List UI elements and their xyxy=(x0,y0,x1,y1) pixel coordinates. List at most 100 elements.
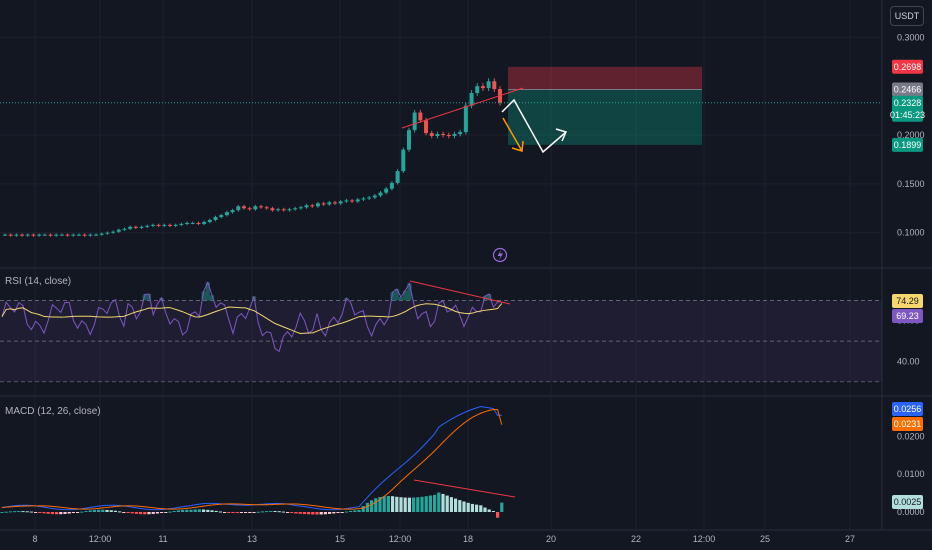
candle-body xyxy=(31,234,36,236)
macd-histogram-bar xyxy=(445,495,449,512)
candle-body xyxy=(241,206,246,209)
price-tick-label: 0.1000 xyxy=(897,228,925,238)
candle-body xyxy=(429,133,434,136)
macd-histogram-bar xyxy=(84,510,88,512)
lightning-icon xyxy=(497,250,503,260)
macd-histogram-bar xyxy=(294,512,298,514)
macd-histogram-bar xyxy=(491,511,495,513)
time-axis-label: 22 xyxy=(631,534,641,544)
countdown-badge: 01:45:23 xyxy=(890,110,925,120)
macd-histogram-bar xyxy=(227,512,231,513)
candle-body xyxy=(25,234,30,236)
currency-button[interactable]: USDT xyxy=(890,6,924,26)
candle-body xyxy=(435,134,440,136)
macd-histogram-bar xyxy=(248,512,252,513)
candle-body xyxy=(247,208,252,210)
candle-body xyxy=(128,226,133,229)
time-axis-label: 12:00 xyxy=(389,534,412,544)
price-trendline xyxy=(401,87,524,129)
macd-histogram-bar xyxy=(273,510,277,512)
macd-histogram-bar xyxy=(59,512,63,515)
candle-body xyxy=(310,205,315,207)
macd-histogram-bar xyxy=(260,511,264,513)
macd-histogram-bar xyxy=(391,496,395,512)
macd-histogram-bar xyxy=(357,509,361,512)
macd-histogram-bar xyxy=(8,511,12,513)
rsi-divergence-line xyxy=(409,280,511,305)
candle-body xyxy=(213,217,218,220)
macd-histogram-bar xyxy=(424,496,428,512)
macd-histogram-bar xyxy=(155,512,159,514)
candle-body xyxy=(99,233,104,235)
macd-histogram-bar xyxy=(319,512,323,515)
macd-histogram-bar xyxy=(328,512,332,514)
macd-histogram-bar xyxy=(67,512,71,514)
macd-histogram-bar xyxy=(176,510,180,512)
candle-body xyxy=(304,205,309,208)
macd-histogram-bar xyxy=(407,497,411,512)
target-badge: 0.1899 xyxy=(894,140,922,150)
time-axis-label: 13 xyxy=(247,534,257,544)
macd-histogram-bar xyxy=(302,512,306,515)
macd-histogram-bar xyxy=(164,512,168,513)
rsi-badge-bg xyxy=(892,309,923,323)
projection-arrowhead xyxy=(555,128,568,142)
macd-histogram-bar xyxy=(340,512,344,513)
time-axis-label: 18 xyxy=(463,534,473,544)
macd-histogram-bar xyxy=(420,496,424,512)
macd-histogram-bar xyxy=(311,512,315,515)
candle-body xyxy=(463,105,468,133)
candle-body xyxy=(355,199,360,202)
macd-histogram-bar xyxy=(71,512,75,513)
macd-histogram-bar xyxy=(361,506,365,512)
time-axis-label: 12:00 xyxy=(693,534,716,544)
macd-histogram-bar xyxy=(113,510,117,512)
candle-body xyxy=(42,234,47,236)
rsi-pane-label: RSI (14, close) xyxy=(5,276,72,287)
candle-body xyxy=(287,209,292,211)
candle-body xyxy=(105,232,110,234)
candle-body xyxy=(298,207,303,209)
candle-body xyxy=(338,201,343,204)
candle-body xyxy=(122,228,127,230)
candle-body xyxy=(179,223,184,225)
candle-body xyxy=(162,224,167,226)
candle-body xyxy=(196,222,201,224)
candle-body xyxy=(384,188,389,193)
candle-body xyxy=(8,234,13,236)
candle-body xyxy=(418,112,423,121)
macd-histogram-bar xyxy=(382,496,386,512)
time-axis-label: 15 xyxy=(335,534,345,544)
price-tick-label: 0.3000 xyxy=(897,32,925,42)
macd-histogram-bar xyxy=(487,509,491,512)
candle-body xyxy=(361,198,366,200)
macd-histogram-bar xyxy=(76,512,80,513)
time-axis-label: 8 xyxy=(32,534,37,544)
candle-body xyxy=(207,219,212,222)
histogram-badge: 0.0025 xyxy=(894,497,922,507)
macd-histogram-bar xyxy=(147,512,151,515)
target-badge-bg xyxy=(892,137,923,152)
macd-histogram-bar xyxy=(365,502,369,512)
macd-histogram-bar xyxy=(105,509,109,512)
macd-histogram-bar xyxy=(403,497,407,512)
candle-body xyxy=(111,231,116,233)
macd-histogram-bar xyxy=(433,494,437,512)
macd-histogram-bar xyxy=(344,511,348,513)
macd-histogram-bar xyxy=(336,512,340,513)
macd-histogram-bar xyxy=(353,510,357,512)
macd-histogram-bar xyxy=(202,509,206,512)
stop-zone xyxy=(508,66,702,90)
candle-body xyxy=(3,234,7,236)
macd-histogram-bar xyxy=(92,510,96,512)
macd-histogram-bar xyxy=(193,509,197,512)
short-arrowhead xyxy=(511,140,524,152)
macd-badge: 0.0256 xyxy=(894,404,922,414)
macd-histogram-bar xyxy=(256,511,260,513)
target-zone xyxy=(508,89,702,145)
macd-histogram-bar xyxy=(151,512,155,514)
macd-histogram-bar xyxy=(0,512,4,513)
macd-histogram-bar xyxy=(80,511,84,513)
macd-histogram-bar xyxy=(29,511,33,513)
